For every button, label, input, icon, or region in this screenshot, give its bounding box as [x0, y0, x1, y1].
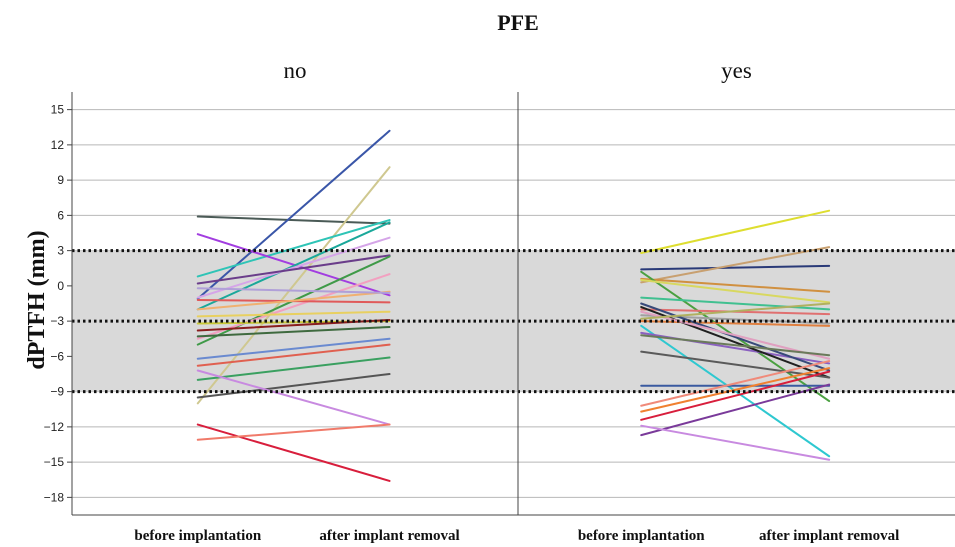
series-line [196, 423, 391, 482]
series-line [640, 350, 831, 379]
series-line [640, 296, 831, 311]
series-line [196, 219, 391, 278]
series-line [196, 423, 391, 441]
series-line [196, 343, 391, 367]
y-tick-label: 15 [51, 103, 65, 117]
x-tick-label: before implantation [134, 528, 261, 544]
y-tick-label: −6 [50, 349, 64, 363]
series-line [196, 310, 391, 318]
series-line [640, 367, 831, 413]
panel-title-yes: yes [721, 58, 752, 83]
series-line [640, 277, 831, 293]
y-tick-label: −18 [44, 490, 65, 504]
x-tick-label: after implant removal [319, 528, 459, 544]
series-line [196, 129, 391, 300]
y-tick-label: 0 [57, 279, 64, 293]
series-line [640, 279, 831, 304]
panel-no-series [196, 129, 391, 482]
series-line [196, 369, 391, 426]
series-line [640, 302, 831, 372]
series-line [196, 326, 391, 338]
y-tick-label: −3 [50, 314, 64, 328]
series-line [640, 334, 831, 357]
series-line [196, 290, 391, 311]
series-line [196, 221, 391, 311]
series-line [196, 254, 391, 285]
y-tick-label: −12 [44, 420, 65, 434]
frame-layer [67, 92, 955, 516]
y-tick-label: −9 [50, 385, 64, 399]
y-axis-label: dPTFH (mm) [24, 230, 50, 369]
series-line [640, 209, 831, 254]
y-tick-label: 9 [57, 173, 64, 187]
series-line [196, 356, 391, 381]
label-layer: 15 12 9 6 3 0 −3 −6 −9 −12 −15 −18 no before implanta… [44, 58, 900, 544]
y-tick-label: 12 [51, 138, 65, 152]
series-line [640, 370, 831, 421]
x-tick-label: before implantation [578, 528, 705, 544]
y-tick-label: 3 [57, 244, 64, 258]
panel-yes-series [640, 209, 831, 461]
series-layer [196, 129, 831, 482]
series-line [196, 166, 391, 405]
series-line [196, 236, 391, 299]
series-line [640, 246, 831, 284]
series-line [640, 424, 831, 461]
series-line [196, 373, 391, 399]
y-tick-label: 6 [57, 208, 64, 222]
series-line [640, 324, 831, 458]
series-line [640, 360, 831, 407]
x-tick-label: after implant removal [759, 528, 899, 544]
panel-title-no: no [284, 58, 307, 83]
series-line [640, 264, 831, 271]
series-line [196, 287, 391, 294]
chart-title: PFE [497, 10, 539, 35]
series-line [196, 215, 391, 225]
series-line [196, 337, 391, 360]
series-line [640, 383, 831, 437]
series-line [196, 318, 391, 332]
y-tick-label: −15 [44, 455, 65, 469]
series-line [640, 302, 831, 320]
